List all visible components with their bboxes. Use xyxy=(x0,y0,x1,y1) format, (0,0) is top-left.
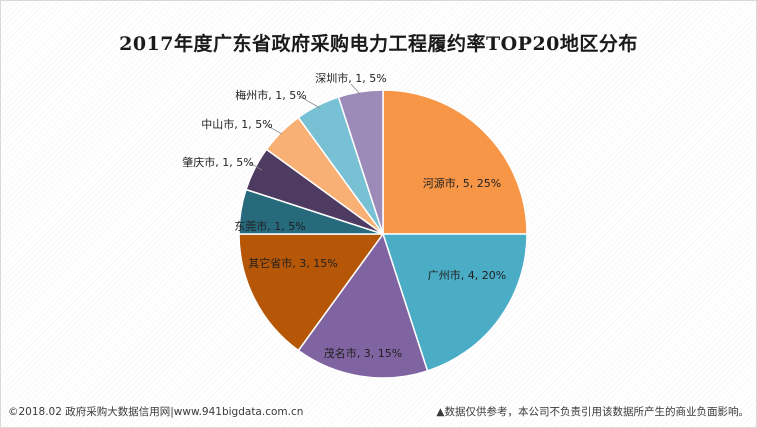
slice-label-6: 肇庆市, 1, 5% xyxy=(182,155,253,169)
pie-slice-3 xyxy=(297,232,429,379)
slice-label-7: 中山市, 1, 5% xyxy=(201,117,272,131)
leader-line-6 xyxy=(249,162,263,171)
footer-disclaimer: ▲数据仅供参考，本公司不负责引用该数据所产生的商业负面影响。 xyxy=(436,406,749,418)
slice-labels: 河源市, 5, 25% 广州市, 4, 20% 茂名市, 3, 15% 其它省市, 3… xyxy=(182,71,506,360)
chart-title: 2017年度广东省政府采购电力工程履约率TOP20地区分布 xyxy=(119,33,638,55)
leader-line-9 xyxy=(350,83,361,95)
pie-slice-4 xyxy=(238,233,385,352)
slice-label-3: 茂名市, 3, 15% xyxy=(324,346,402,360)
pie-slice-9 xyxy=(337,89,384,235)
leader-line-7 xyxy=(265,124,283,135)
slice-label-2: 广州市, 4, 20% xyxy=(428,268,506,282)
pie-slice-1 xyxy=(382,89,528,235)
footer-source: ©2018.02 政府采购大数据信用网|www.941bigdata.com.c… xyxy=(8,406,304,418)
slice-label-1: 河源市, 5, 25% xyxy=(423,176,501,190)
pie-slice-2 xyxy=(381,233,528,372)
slice-label-4: 其它省市, 3, 15% xyxy=(248,256,337,270)
slice-label-5: 东莞市, 1, 5% xyxy=(234,219,305,233)
leader-line-8 xyxy=(298,95,321,109)
pie-slices xyxy=(238,89,528,379)
slice-label-9: 深圳市, 1, 5% xyxy=(315,71,386,85)
slice-label-8: 梅州市, 1, 5% xyxy=(235,88,306,102)
leader-lines xyxy=(249,83,361,171)
